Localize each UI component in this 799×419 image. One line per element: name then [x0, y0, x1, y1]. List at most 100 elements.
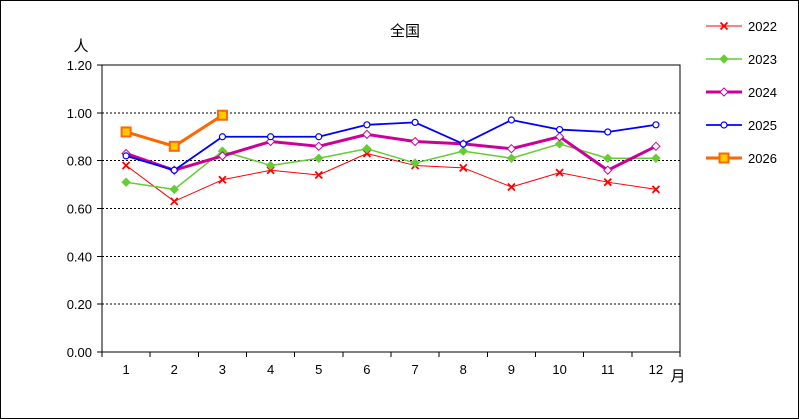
x-tick-label: 10: [552, 362, 566, 377]
x-tick-label: 6: [363, 362, 370, 377]
data-point: [315, 133, 323, 141]
marker-stroke: [314, 170, 323, 180]
data-point: [506, 153, 517, 163]
data-point: [459, 163, 468, 172]
data-point: [363, 121, 371, 129]
legend-marker: [719, 87, 729, 97]
marker-stroke: [507, 182, 516, 192]
data-point: [458, 146, 468, 156]
marker-stroke: [170, 197, 179, 206]
series-2025: [122, 116, 660, 174]
data-point: [216, 109, 228, 121]
data-point: [603, 165, 613, 175]
series-line-2025: [125, 119, 657, 172]
marker-stroke: [218, 175, 227, 184]
legend-entry-2023: 2023: [706, 52, 777, 67]
marker-stroke: [603, 178, 612, 187]
data-point: [170, 166, 178, 174]
series-2026: [120, 109, 228, 152]
legend: 2022 2023 2024 2025 2026: [706, 19, 777, 166]
x-tick-label: 3: [219, 362, 226, 377]
x-tick-label: 9: [508, 362, 515, 377]
data-point: [554, 139, 565, 149]
x-tick-label: 5: [315, 362, 322, 377]
data-point: [506, 144, 517, 154]
series-line-2022: [125, 152, 656, 202]
data-point: [651, 141, 661, 152]
legend-marker: [719, 54, 729, 64]
legend-entry-2022: 2022: [706, 19, 777, 34]
series-2022: [121, 149, 661, 206]
legend-marker: [718, 152, 730, 164]
marker-stroke: [555, 168, 564, 177]
x-tick-label: 7: [411, 362, 418, 377]
x-axis-label: 月: [670, 368, 685, 385]
x-tick-label: 11: [601, 362, 615, 377]
data-point: [314, 141, 324, 152]
data-point: [604, 128, 612, 136]
x-tick-label: 2: [171, 362, 178, 377]
legend-label: 2025: [748, 118, 777, 133]
legend-entry-2026: 2026: [706, 151, 777, 166]
marker-stroke: [121, 161, 131, 170]
y-tick-label: 1.20: [67, 58, 92, 73]
y-tick-label: 0.00: [67, 345, 92, 360]
data-point: [554, 132, 565, 142]
marker-stroke: [362, 149, 372, 158]
data-point: [362, 129, 372, 140]
data-point: [555, 125, 564, 134]
data-point: [459, 140, 467, 148]
data-point: [218, 175, 227, 184]
grid-lines: [102, 64, 680, 305]
data-point: [168, 140, 180, 152]
marker-stroke: [719, 21, 729, 31]
axes: [97, 64, 681, 357]
data-point: [218, 133, 227, 141]
x-tick-label: 8: [460, 362, 467, 377]
data-point: [170, 197, 179, 206]
data-point: [314, 153, 324, 163]
data-point: [555, 168, 564, 177]
data-point: [410, 136, 420, 147]
data-point: [314, 170, 323, 180]
y-tick-label: 0.80: [67, 154, 92, 169]
data-point: [121, 161, 131, 170]
data-point: [603, 178, 612, 187]
data-point: [217, 151, 228, 161]
data-point: [507, 182, 516, 192]
data-point: [651, 185, 661, 194]
data-point: [265, 160, 276, 171]
x-tick-label: 12: [649, 362, 663, 377]
data-point: [362, 144, 372, 154]
x-tick-labels: 1 2 3 4 5 6 7 8 9 10 11 12: [122, 362, 663, 377]
series-line-2023: [125, 143, 656, 191]
data-point: [120, 126, 132, 138]
data-point: [362, 149, 372, 158]
y-tick-label: 0.20: [67, 297, 92, 312]
data-point: [122, 152, 130, 160]
marker-stroke: [651, 185, 661, 194]
marker-stroke: [266, 166, 275, 175]
chart-title: 全国: [390, 22, 420, 40]
data-point: [169, 184, 179, 195]
legend-label: 2024: [748, 85, 777, 100]
y-tick-label: 0.60: [67, 202, 92, 217]
data-point: [266, 133, 275, 141]
data-point: [651, 153, 661, 163]
series-line-2024: [125, 132, 657, 172]
data-point: [411, 118, 419, 127]
legend-marker: [720, 121, 728, 129]
legend-label: 2026: [748, 151, 777, 166]
legend-entry-2025: 2025: [706, 118, 777, 133]
legend-marker: [719, 21, 729, 31]
data-point: [652, 121, 660, 129]
y-tick-label: 0.40: [67, 249, 92, 264]
x-tick-label: 4: [267, 362, 274, 377]
x-tick-label: 1: [122, 362, 129, 377]
data-point: [410, 158, 420, 168]
y-tick-label: 1.00: [67, 106, 92, 121]
marker-stroke: [459, 163, 468, 172]
legend-label: 2022: [748, 19, 777, 34]
series-2023: [121, 139, 661, 195]
